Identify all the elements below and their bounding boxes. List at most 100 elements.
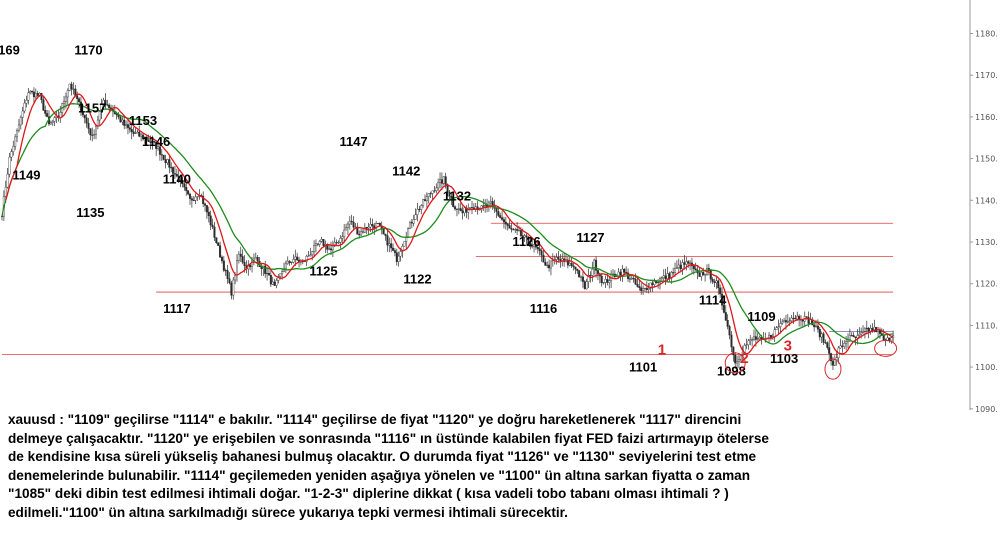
candle-body [815, 325, 818, 328]
candle-body [677, 264, 680, 268]
candle-body [401, 246, 404, 252]
slow-moving-average [1, 103, 894, 345]
candle-body [576, 268, 579, 271]
candle-body [85, 117, 88, 124]
axis-tick-label: 1130. [975, 238, 998, 247]
candle-body [188, 193, 191, 199]
candle-body [863, 327, 866, 332]
price-annotation: 1157 [78, 101, 106, 116]
candle-body [461, 210, 464, 214]
candle-body [585, 281, 588, 290]
price-annotations: 1169 1170 1157 1153 1146 1149 1140 1135 1147 1142… [0, 42, 898, 380]
candle-body [717, 280, 720, 289]
candle-body [555, 257, 558, 260]
candle-body [213, 226, 216, 238]
candle-body [284, 263, 287, 269]
candle-body [179, 179, 182, 183]
candle-body [202, 195, 205, 204]
candle-body [27, 92, 30, 101]
candle-body [826, 342, 829, 348]
price-annotation: 1169 [0, 42, 20, 57]
candle-body [489, 201, 492, 204]
candle-body [365, 226, 368, 229]
candle-body [574, 266, 577, 270]
candle-body [281, 271, 284, 274]
candle-body [136, 131, 139, 134]
candle-body [243, 262, 246, 266]
candle-body [572, 265, 575, 268]
candle-body [217, 242, 220, 246]
candle-body [130, 129, 133, 133]
candle-body [83, 114, 86, 119]
candle-body [796, 315, 799, 320]
candle-body [628, 278, 631, 280]
candle-body [292, 259, 295, 263]
candle-body [839, 345, 842, 349]
candle-body [266, 273, 269, 275]
candle-body [51, 121, 54, 123]
candle-body [138, 131, 141, 137]
candle-body [205, 205, 208, 213]
candle-body [309, 254, 312, 257]
candle-body [360, 231, 363, 236]
candle-body [234, 275, 237, 281]
candle-body [566, 260, 569, 266]
candle-body [512, 229, 515, 231]
candle-body [824, 342, 827, 344]
candle-body [442, 176, 445, 184]
candle-body [23, 102, 26, 112]
price-annotation: 1122 [403, 272, 431, 287]
candle-body [140, 134, 143, 137]
candle-body [416, 208, 419, 215]
candle-body [687, 261, 690, 264]
candle-body [335, 242, 338, 244]
candle-body [1, 215, 4, 217]
candle-body [232, 279, 235, 296]
candle-body [583, 281, 586, 290]
candle-body [538, 248, 541, 251]
candle-body [869, 327, 872, 332]
candle-body [822, 333, 825, 343]
candle-body [662, 275, 665, 279]
bottom-marker-circle [874, 339, 898, 357]
candle-body [843, 342, 846, 347]
price-annotation: 1125 [309, 263, 337, 278]
candle-body [506, 223, 509, 226]
candle-body [25, 100, 28, 104]
candle-body [412, 219, 415, 224]
candle-body [769, 334, 772, 338]
candle-body [831, 360, 834, 366]
candle-body [685, 261, 688, 265]
commentary-line: delmeye çalışacaktır. "1120" ye erişebil… [8, 430, 769, 446]
candle-body [657, 282, 660, 284]
candle-body [44, 110, 47, 114]
candle-body [108, 104, 111, 109]
candle-body [581, 276, 584, 282]
candle-body [683, 262, 686, 265]
candle-body [273, 281, 276, 286]
candle-body [17, 124, 20, 131]
candle-body [249, 264, 252, 267]
candle-body [632, 277, 635, 280]
candle-body [104, 99, 107, 105]
candle-body [377, 222, 380, 224]
candle-body [358, 234, 361, 236]
candle-body [29, 90, 32, 93]
candle-body [390, 243, 393, 249]
candle-body [497, 211, 500, 216]
candle-body [40, 93, 43, 101]
candle-body [407, 228, 410, 238]
candle-body [890, 337, 893, 342]
candle-body [192, 199, 195, 201]
candle-body [557, 257, 560, 260]
candle-body [659, 278, 662, 283]
candle-body [222, 260, 225, 271]
candle-body [527, 236, 530, 244]
candle-body [31, 90, 34, 93]
bottom-marker-circle [824, 358, 842, 380]
axis-tick-label: 1150. [975, 155, 998, 164]
candle-body [286, 260, 289, 265]
bottom-marker-circle [724, 352, 746, 374]
candle-body [322, 239, 325, 246]
